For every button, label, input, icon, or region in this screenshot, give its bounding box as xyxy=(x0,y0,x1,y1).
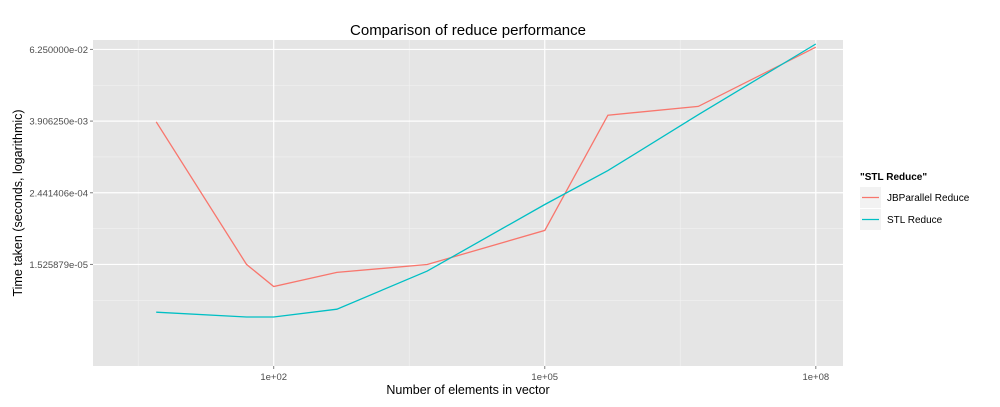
series-lines xyxy=(155,43,817,318)
plot-panel xyxy=(93,40,843,366)
series-line-stl-reduce xyxy=(156,43,817,318)
x-tick-label: 1e+08 xyxy=(802,372,829,383)
x-tick-label: 1e+02 xyxy=(260,372,287,383)
x-tick-label: 1e+05 xyxy=(531,372,558,383)
legend-label: JBParallel Reduce xyxy=(887,193,970,204)
y-tick-label: 3.906250e-03 xyxy=(29,117,88,128)
y-axis-title: Time taken (seconds, logarithmic) xyxy=(11,109,25,296)
x-axis-title: Number of elements in vector xyxy=(386,383,549,397)
y-tick-label: 6.250000e-02 xyxy=(29,45,88,56)
x-axis: 1e+02 1e+05 1e+08 xyxy=(260,366,829,383)
legend: "STL Reduce" JBParallel Reduce STL Reduce xyxy=(860,172,970,230)
grid xyxy=(93,40,843,366)
series-line-jbparallel-reduce xyxy=(155,46,817,288)
y-axis: 1.525879e-05 2.441406e-04 3.906250e-03 6.25… xyxy=(29,45,93,271)
y-tick-label: 1.525879e-05 xyxy=(29,260,88,271)
y-tick-label: 2.441406e-04 xyxy=(29,188,88,199)
legend-item: STL Reduce xyxy=(860,209,943,230)
legend-label: STL Reduce xyxy=(887,215,943,226)
legend-title: "STL Reduce" xyxy=(860,172,927,183)
chart-title: Comparison of reduce performance xyxy=(350,22,586,39)
legend-item: JBParallel Reduce xyxy=(860,187,970,208)
